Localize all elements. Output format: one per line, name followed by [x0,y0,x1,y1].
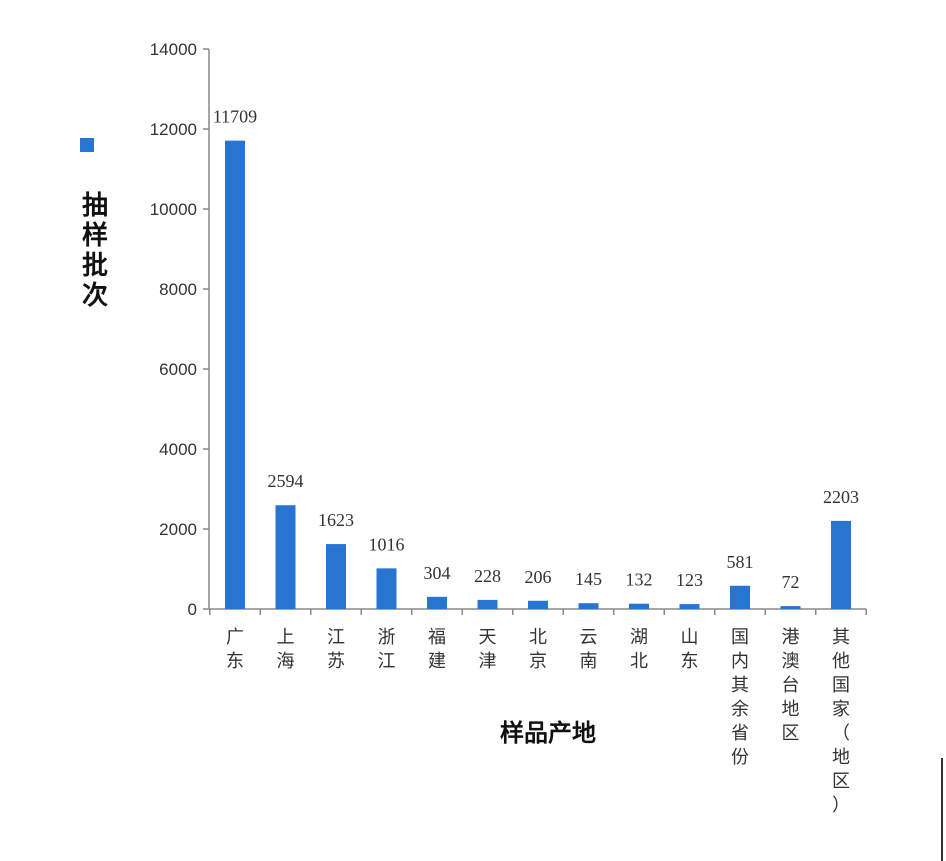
y-tick-label: 8000 [159,280,197,299]
category-label: 天津 [479,627,497,672]
y-tick-label: 12000 [150,120,197,139]
y-tick-label: 14000 [150,40,197,59]
data-label: 11709 [213,107,257,127]
bar [275,505,296,609]
bars [225,140,851,609]
data-label: 1623 [318,510,354,530]
data-labels: 11709 2594 1623 1016 304 228 206 145 132 123 581 72… [213,107,859,592]
bar [679,604,700,609]
data-label: 123 [676,570,703,590]
data-label: 2203 [823,487,859,507]
data-label: 228 [474,566,501,586]
bar [326,544,346,609]
category-label: 上海 [277,627,295,672]
bar [831,520,851,609]
category-label: 其他国家（地区） [832,627,850,816]
category-label: 港澳台地区 [782,627,800,744]
y-axis-title: 抽样批次 [82,191,108,311]
data-label: 1016 [369,534,405,554]
edge-line [941,758,943,861]
data-label: 132 [626,570,653,590]
data-label: 581 [727,552,754,572]
category-label: 国内其余省份 [731,627,749,768]
y-axis: 0 2000 4000 6000 8000 10000 12000 14000 [150,40,210,619]
bar [780,606,801,609]
category-label: 广东 [226,627,244,672]
y-tick-label: 10000 [150,200,197,219]
category-label: 湖北 [630,627,648,672]
bar [225,140,245,609]
x-axis-title: 样品产地 [500,719,596,747]
bar [528,600,548,609]
data-label: 206 [525,567,552,587]
category-label: 浙江 [378,627,396,672]
bar [477,599,498,609]
bar [629,603,649,609]
data-label: 2594 [268,471,304,491]
bar [730,585,750,609]
y-tick-label: 0 [188,600,197,619]
category-label: 山东 [681,627,699,672]
bar [376,568,397,609]
x-axis [209,608,867,615]
category-label: 福建 [428,627,446,672]
category-label: 云南 [580,627,598,672]
category-label: 江苏 [327,627,345,672]
category-label: 北京 [529,627,547,672]
bar [578,603,599,609]
y-tick-label: 2000 [159,520,197,539]
data-label: 145 [575,569,602,589]
y-tick-label: 6000 [159,360,197,379]
data-label: 304 [424,563,451,583]
legend-swatch [80,138,94,152]
y-tick-label: 4000 [159,440,197,459]
data-label: 72 [782,572,800,592]
bar [427,596,447,609]
